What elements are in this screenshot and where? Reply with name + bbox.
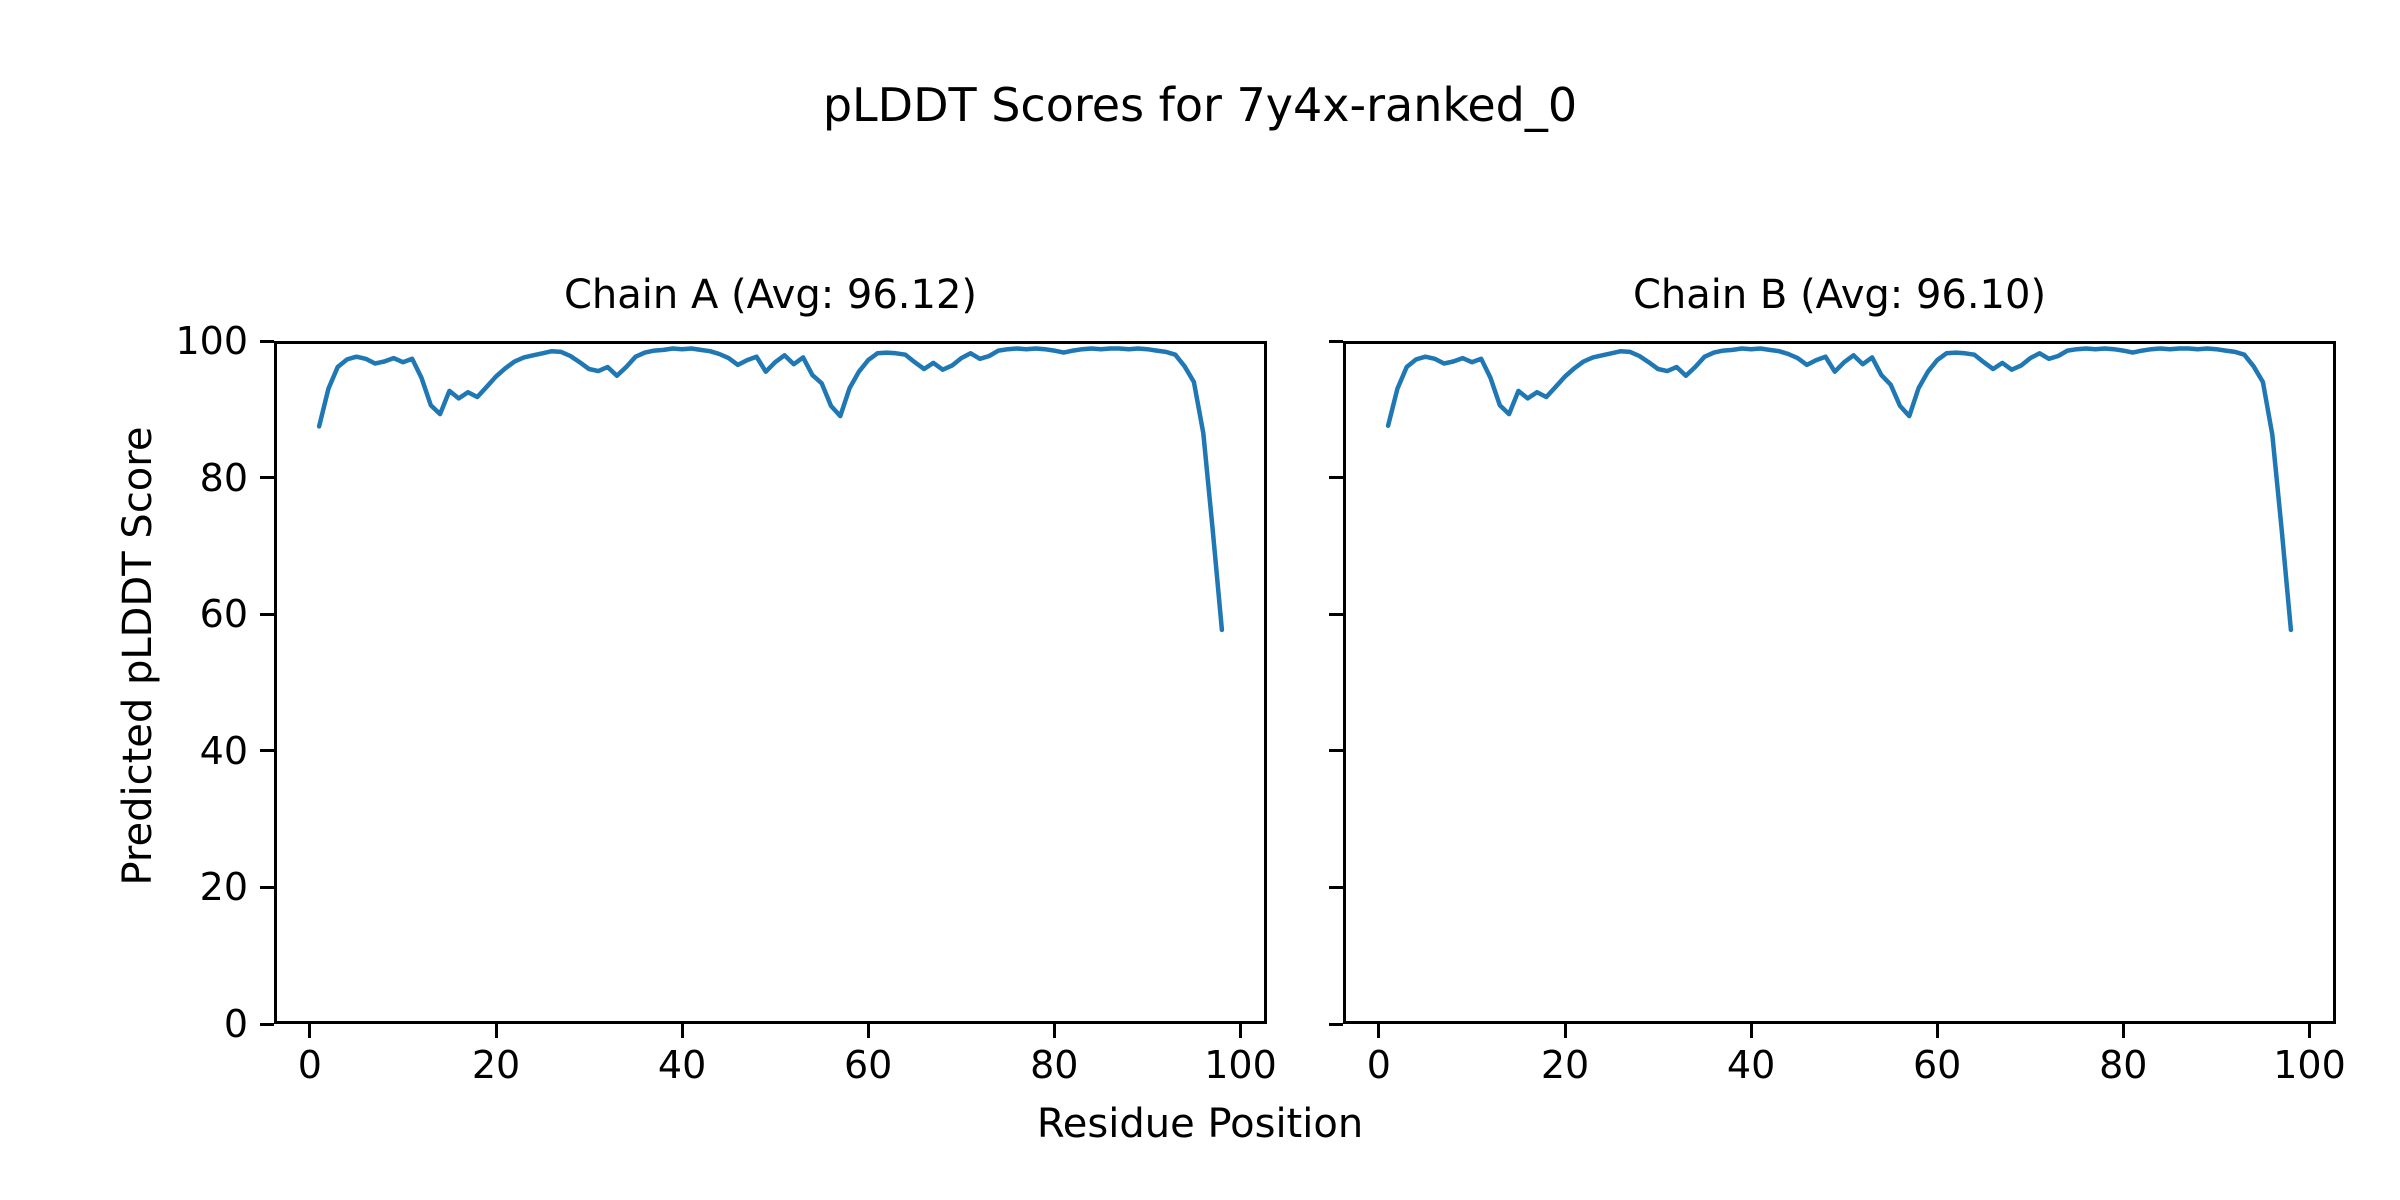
y-tick-label: 40 [199,728,248,773]
y-tick-mark [260,885,274,889]
x-tick-label: 60 [1913,1043,1962,1087]
x-tick-label: 40 [657,1043,707,1087]
x-tick-label: 20 [1540,1043,1590,1087]
plot-area-chain-b [1343,341,2336,1024]
x-tick-label: 0 [297,1043,322,1087]
x-tick-mark [680,1024,684,1038]
y-tick-label: 60 [199,592,248,637]
y-tick-mark [1329,1022,1343,1026]
x-tick-mark [866,1024,870,1038]
y-tick-label: 80 [199,455,248,500]
x-tick-label: 60 [844,1043,893,1087]
y-axis-label: Predicted pLDDT Score [115,426,161,886]
x-tick-mark [1377,1024,1381,1038]
plddt-line-chain-b [1385,346,2294,633]
x-tick-mark [1052,1024,1056,1038]
x-tick-mark [1749,1024,1753,1038]
axes-spines [274,341,1267,1024]
subplot-chain-b: Chain B (Avg: 96.10) 0 20 40 60 80 100 [1329,272,2346,1084]
y-tick-mark [1329,885,1343,889]
x-tick-mark [1563,1024,1567,1038]
x-tick-mark [2121,1024,2125,1038]
y-tick-mark [260,612,274,616]
y-tick-label: 0 [223,1002,248,1046]
subplot-title-chain-b: Chain B (Avg: 96.10) [1632,272,2047,318]
y-tick-mark [1329,749,1343,753]
y-tick-mark [260,476,274,480]
x-tick-label: 40 [1726,1043,1776,1087]
plddt-line-chain-a [316,346,1225,633]
y-tick-label: 20 [199,865,248,910]
x-tick-mark [1239,1024,1242,1038]
y-tick-mark [260,339,274,343]
x-axis-label: Residue Position [1036,1101,1364,1147]
y-tick-mark [260,749,274,753]
y-tick-mark [1329,476,1343,480]
x-tick-label: 100 [2273,1043,2346,1087]
x-tick-label: 80 [1030,1043,1079,1087]
x-tick-mark [308,1024,312,1038]
x-tick-label: 100 [1204,1043,1277,1087]
x-tick-mark [494,1024,498,1038]
x-tick-label: 0 [1366,1043,1391,1087]
x-tick-label: 20 [471,1043,521,1087]
subplot-chain-a: Chain A (Avg: 96.12) 0 20 40 60 80 100 0 20 40 60… [175,272,1276,1084]
figure-title: pLDDT Scores for 7y4x-ranked_0 [822,78,1578,132]
y-tick-mark [260,1022,274,1026]
x-tick-mark [1935,1024,1939,1038]
x-tick-mark [2308,1024,2311,1038]
plot-area-chain-a [274,341,1267,1024]
y-tick-label: 100 [175,319,248,363]
y-tick-mark [1329,339,1343,343]
subplot-title-chain-a: Chain A (Avg: 96.12) [563,272,978,318]
axes-spines [1343,341,2336,1024]
x-tick-label: 80 [2099,1043,2148,1087]
y-tick-mark [1329,612,1343,616]
